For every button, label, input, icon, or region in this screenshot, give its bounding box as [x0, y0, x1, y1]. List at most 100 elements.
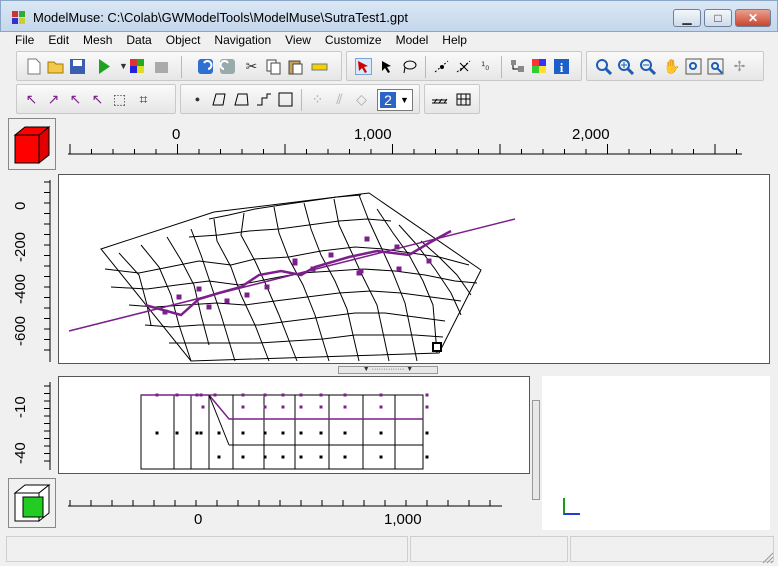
- mesh-tool-4-icon[interactable]: ↖: [91, 91, 104, 107]
- front-node-dot: [241, 393, 245, 397]
- undo-icon[interactable]: [197, 58, 214, 75]
- menu-model[interactable]: Model: [395, 33, 429, 47]
- node-marker: [292, 258, 298, 264]
- front-node-dot: [241, 405, 245, 409]
- export-icon[interactable]: [129, 58, 146, 75]
- 3d-view-panel[interactable]: [542, 376, 770, 530]
- front-node-dot: [379, 393, 383, 397]
- window-title: ModelMuse: C:\Colab\GWModelTools\ModelMu…: [33, 10, 408, 25]
- front-node-dot: [319, 455, 323, 459]
- menu-object[interactable]: Object: [165, 33, 201, 47]
- resize-grip-icon[interactable]: [760, 550, 774, 564]
- polyline-icon[interactable]: [211, 91, 228, 108]
- step-line-icon[interactable]: [255, 91, 272, 108]
- delete-vertex-icon[interactable]: [455, 58, 472, 75]
- top-view-cube-button[interactable]: [8, 118, 56, 170]
- grid-icon[interactable]: [455, 91, 472, 108]
- pan-icon[interactable]: ✋: [663, 58, 681, 74]
- mesh-tool-3-icon[interactable]: ↖: [69, 91, 82, 107]
- front-node-dot: [425, 455, 429, 459]
- mesh-line: [166, 236, 210, 346]
- paste-icon[interactable]: [287, 58, 304, 75]
- file-toolbar: ▼ ✂: [16, 51, 342, 81]
- front-node-dot: [175, 431, 179, 435]
- menu-customize[interactable]: Customize: [324, 33, 382, 47]
- zoom-extents-icon[interactable]: [685, 58, 702, 75]
- maximize-button[interactable]: □: [704, 9, 732, 27]
- front-node-dot: [241, 431, 245, 435]
- tree-icon[interactable]: [509, 58, 526, 75]
- mesh-line: [190, 228, 236, 362]
- node-marker: [244, 292, 250, 298]
- front-node-dot: [319, 393, 323, 397]
- node-marker: [364, 236, 370, 242]
- front-node-dot: [217, 455, 221, 459]
- point-icon[interactable]: ●: [194, 94, 201, 104]
- menu-data[interactable]: Data: [126, 33, 152, 47]
- polygon-icon[interactable]: [233, 91, 250, 108]
- open-icon[interactable]: [47, 58, 64, 75]
- front-mesh-drawing[interactable]: [59, 377, 529, 473]
- maximize-icon: □: [714, 11, 722, 25]
- add-vertex-icon[interactable]: [433, 58, 450, 75]
- front-node-dot: [343, 455, 347, 459]
- mesh-line: [273, 206, 330, 362]
- color-grid-icon[interactable]: [531, 58, 548, 75]
- layer-select[interactable]: 2 ▼: [377, 89, 413, 111]
- menu-navigation[interactable]: Navigation: [214, 33, 272, 47]
- import-icon[interactable]: [153, 58, 170, 75]
- run-dropdown-icon[interactable]: ▼: [119, 61, 128, 71]
- mesh-tool-6-icon[interactable]: ⌗: [139, 91, 148, 107]
- front-node-dot: [263, 431, 267, 435]
- split-icon[interactable]: ¹₀: [481, 60, 490, 72]
- mesh-drawing[interactable]: [59, 175, 769, 363]
- save-icon[interactable]: [69, 58, 86, 75]
- run-icon[interactable]: [95, 58, 112, 75]
- node-marker: [264, 284, 270, 290]
- mesh-line: [358, 194, 418, 362]
- mesh-line: [140, 244, 192, 362]
- menu-edit[interactable]: Edit: [48, 33, 70, 47]
- side-ruler-label: -40: [12, 442, 29, 464]
- mesh-tool-5-icon[interactable]: ⬚: [112, 91, 127, 107]
- left-ruler: 0 -200 -400 -600: [8, 176, 56, 366]
- select-vertex-icon[interactable]: [379, 58, 396, 75]
- redo-icon[interactable]: [219, 58, 236, 75]
- menu-file[interactable]: File: [15, 33, 35, 47]
- measure-icon[interactable]: [311, 58, 328, 75]
- menu-help[interactable]: Help: [442, 33, 467, 47]
- select-icon[interactable]: [355, 58, 372, 75]
- front-node-dot: [343, 393, 347, 397]
- node-marker: [196, 286, 202, 292]
- close-button[interactable]: ✕: [735, 9, 771, 27]
- menu-bar: File Edit Mesh Data Object Navigation Vi…: [0, 32, 778, 50]
- minimize-button[interactable]: ▁: [673, 9, 701, 27]
- front-view-panel[interactable]: [58, 376, 530, 474]
- vertical-splitter[interactable]: [532, 400, 540, 500]
- zoom-in-icon[interactable]: [617, 58, 635, 76]
- top-view-panel[interactable]: [58, 174, 770, 364]
- menu-mesh[interactable]: Mesh: [83, 33, 113, 47]
- new-file-icon[interactable]: [25, 58, 42, 75]
- rectangle-icon[interactable]: [277, 91, 294, 108]
- horizontal-splitter[interactable]: ▼ ·············· ▼: [338, 366, 438, 374]
- front-node-dot: [319, 405, 323, 409]
- zoom-icon[interactable]: [595, 58, 613, 76]
- mesh-tool-2-icon[interactable]: ↗: [47, 91, 60, 107]
- node-marker: [224, 298, 230, 304]
- grid-angle-icon[interactable]: [431, 91, 448, 108]
- cut-icon[interactable]: ✂: [245, 58, 258, 74]
- mesh-tool-1-icon[interactable]: ↖: [25, 91, 38, 107]
- left-ruler-label: 0: [12, 201, 29, 210]
- front-view-cube-button[interactable]: [8, 478, 56, 528]
- front-node-dot: [217, 431, 221, 435]
- zoom-out-icon[interactable]: [639, 58, 657, 76]
- front-node-dot: [199, 431, 203, 435]
- menu-view[interactable]: View: [285, 33, 311, 47]
- lasso-icon[interactable]: [401, 58, 418, 75]
- front-node-dot: [379, 455, 383, 459]
- info-icon[interactable]: i: [553, 58, 570, 75]
- node-marker: [426, 258, 432, 264]
- restore-view-icon[interactable]: [707, 58, 724, 75]
- copy-icon[interactable]: [265, 58, 282, 75]
